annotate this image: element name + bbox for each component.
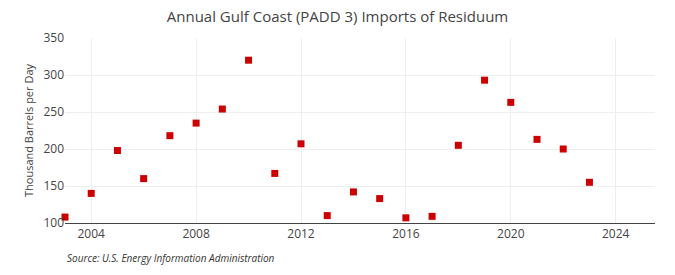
svg-text:2008: 2008 — [182, 225, 210, 242]
svg-text:2020: 2020 — [497, 225, 525, 242]
svg-text:2004: 2004 — [77, 225, 105, 242]
svg-text:Thousand Barrels per Day: Thousand Barrels per Day — [21, 64, 36, 197]
svg-text:2024: 2024 — [602, 225, 630, 242]
svg-text:200: 200 — [43, 140, 64, 157]
svg-text:150: 150 — [43, 177, 64, 194]
svg-text:350: 350 — [43, 29, 64, 46]
svg-text:100: 100 — [43, 214, 64, 231]
svg-text:2016: 2016 — [392, 225, 420, 242]
svg-text:300: 300 — [43, 66, 64, 83]
svg-text:250: 250 — [43, 103, 64, 120]
svg-text:2012: 2012 — [287, 225, 315, 242]
svg-text:Source: U.S. Energy Informatio: Source: U.S. Energy Information Administ… — [67, 251, 275, 265]
svg-text:Annual Gulf Coast (PADD 3) Imp: Annual Gulf Coast (PADD 3) Imports of Re… — [167, 6, 508, 26]
